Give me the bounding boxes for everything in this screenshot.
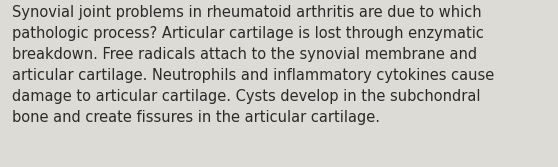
Text: Synovial joint problems in rheumatoid arthritis are due to which
pathologic proc: Synovial joint problems in rheumatoid ar…	[12, 5, 494, 125]
